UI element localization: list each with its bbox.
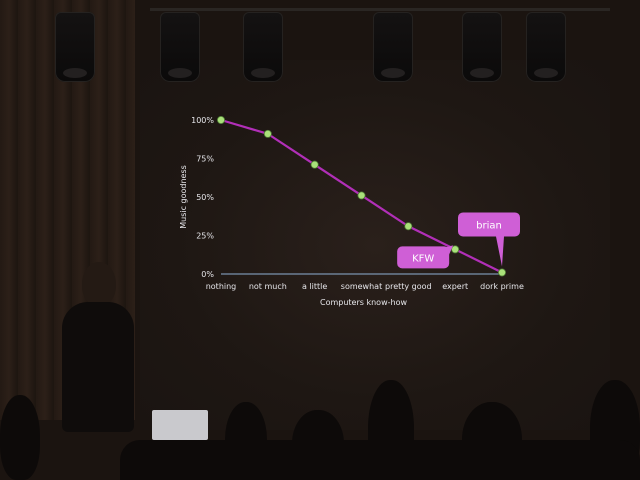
callout-tail [496,236,504,267]
y-tick-label: 75% [196,155,214,164]
callout-bubble [458,212,520,237]
stage-light-icon [462,12,502,82]
callout-label: brian [476,220,502,231]
y-axis: 0% 25% 50% 75% 100% [191,116,214,279]
callout-tail [441,245,454,255]
x-tick-label: pretty good [385,282,432,291]
stage-light-icon [160,12,200,82]
data-point [404,222,413,231]
data-markers [216,116,506,277]
annotation-callout: brian [458,212,520,267]
data-point [357,191,366,200]
y-axis-label: Music goodness [179,165,188,229]
data-point [216,116,225,125]
presenter [58,262,138,432]
laptop [152,410,208,440]
annotation-callout: KFW [397,245,454,269]
y-tick-label: 50% [196,193,214,202]
x-tick-label: expert [442,282,468,291]
callout-bubble [397,246,450,269]
x-axis-label: Computers know-how [320,298,407,307]
x-axis: nothing not much a little somewhat pretty go… [206,282,524,291]
annotations: brian KFW [397,212,520,269]
y-tick-label: 25% [196,232,214,241]
data-point [263,129,272,138]
audience [0,380,640,480]
y-tick-label: 0% [201,270,214,279]
x-tick-label: dork prime [480,282,524,291]
data-point [497,268,506,277]
stage-light-icon [373,12,413,82]
stage-light-icon [526,12,566,82]
stage-light-icon [243,12,283,82]
data-point [310,160,319,169]
y-tick-label: 100% [191,116,214,125]
x-tick-label: a little [302,282,327,291]
x-tick-label: nothing [206,282,237,291]
stage-light-icon [55,12,95,82]
data-point [451,245,460,254]
lighting-truss [150,8,610,11]
x-tick-label: not much [249,282,287,291]
callout-label: KFW [412,253,434,264]
x-tick-label: somewhat [341,282,382,291]
